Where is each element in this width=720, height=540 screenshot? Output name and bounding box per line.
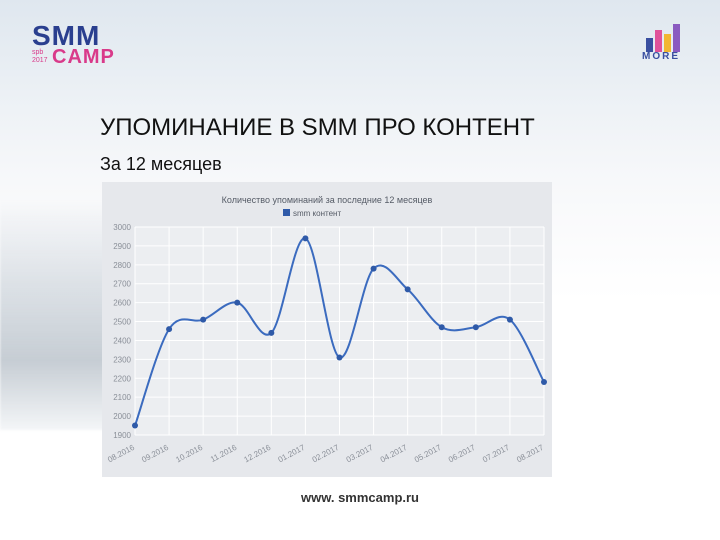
data-point <box>302 235 309 242</box>
logo-smm-text: SMM <box>32 20 101 51</box>
logo-bar-4 <box>673 24 680 52</box>
y-tick-label: 2300 <box>113 355 131 364</box>
logo-bar-1 <box>646 38 653 52</box>
line-chart: 1900 2000 2100 2200 2300 2400 2500 2600 2700 2800… <box>102 182 552 477</box>
x-tick-label: 09.2016 <box>140 443 170 465</box>
slide-subtitle: За 12 месяцев <box>100 154 222 174</box>
data-point <box>472 324 479 331</box>
footer-url[interactable]: www. smmcamp.ru <box>301 490 419 505</box>
logo-more-text: MORE <box>642 51 680 62</box>
logo-bar-2 <box>655 30 662 52</box>
data-point <box>132 422 138 429</box>
logo-sub-text: spb 2017 <box>32 49 48 64</box>
data-point <box>268 329 275 336</box>
y-tick-label: 3000 <box>113 223 131 232</box>
x-tick-label: 10.2016 <box>174 443 204 465</box>
more-logo: MORE <box>642 22 690 62</box>
y-tick-label: 2600 <box>113 299 131 308</box>
y-tick-label: 2700 <box>113 280 131 289</box>
smmcamp-logo: SMM spb 2017 CAMP <box>32 20 116 68</box>
chart-svg: 1900 2000 2100 2200 2300 2400 2500 2600 2700 2800… <box>106 195 547 465</box>
y-tick-label: 2000 <box>113 412 131 421</box>
slide-title: УПОМИНАНИЕ В SMM ПРО КОНТЕНТ <box>100 114 535 141</box>
x-tick-label: 01.2017 <box>277 443 307 465</box>
y-tick-label: 2400 <box>113 336 131 345</box>
y-tick-label: 2200 <box>113 374 131 383</box>
logo-camp-text: CAMP <box>52 46 115 68</box>
data-point <box>438 324 445 331</box>
data-point <box>541 379 547 386</box>
x-tick-label: 03.2017 <box>345 443 375 465</box>
legend-label: smm контент <box>293 209 341 218</box>
x-tick-label: 05.2017 <box>413 443 443 465</box>
y-tick-label: 2500 <box>113 318 131 327</box>
x-tick-label: 04.2017 <box>379 443 409 465</box>
y-tick-label: 2800 <box>113 261 131 270</box>
data-point <box>404 286 411 293</box>
chart-title: Количество упоминаний за последние 12 ме… <box>222 195 433 205</box>
data-point <box>370 265 377 272</box>
x-tick-label: 06.2017 <box>447 443 477 465</box>
y-tick-label: 2100 <box>113 393 131 402</box>
x-tick-label: 02.2017 <box>311 443 341 465</box>
background-landscape <box>0 200 110 430</box>
legend-swatch <box>283 209 290 216</box>
data-point <box>506 316 513 323</box>
data-point <box>200 316 207 323</box>
data-point <box>166 326 173 333</box>
x-tick-label: 12.2016 <box>243 443 273 465</box>
y-tick-label: 1900 <box>113 431 131 440</box>
x-tick-label: 08.2016 <box>106 443 136 465</box>
data-point <box>234 299 241 306</box>
x-tick-label: 08.2017 <box>515 443 545 465</box>
x-tick-label: 07.2017 <box>481 443 511 465</box>
x-tick-label: 11.2016 <box>209 443 239 465</box>
data-point <box>336 354 343 361</box>
y-tick-label: 2900 <box>113 242 131 251</box>
logo-bar-3 <box>664 34 671 52</box>
